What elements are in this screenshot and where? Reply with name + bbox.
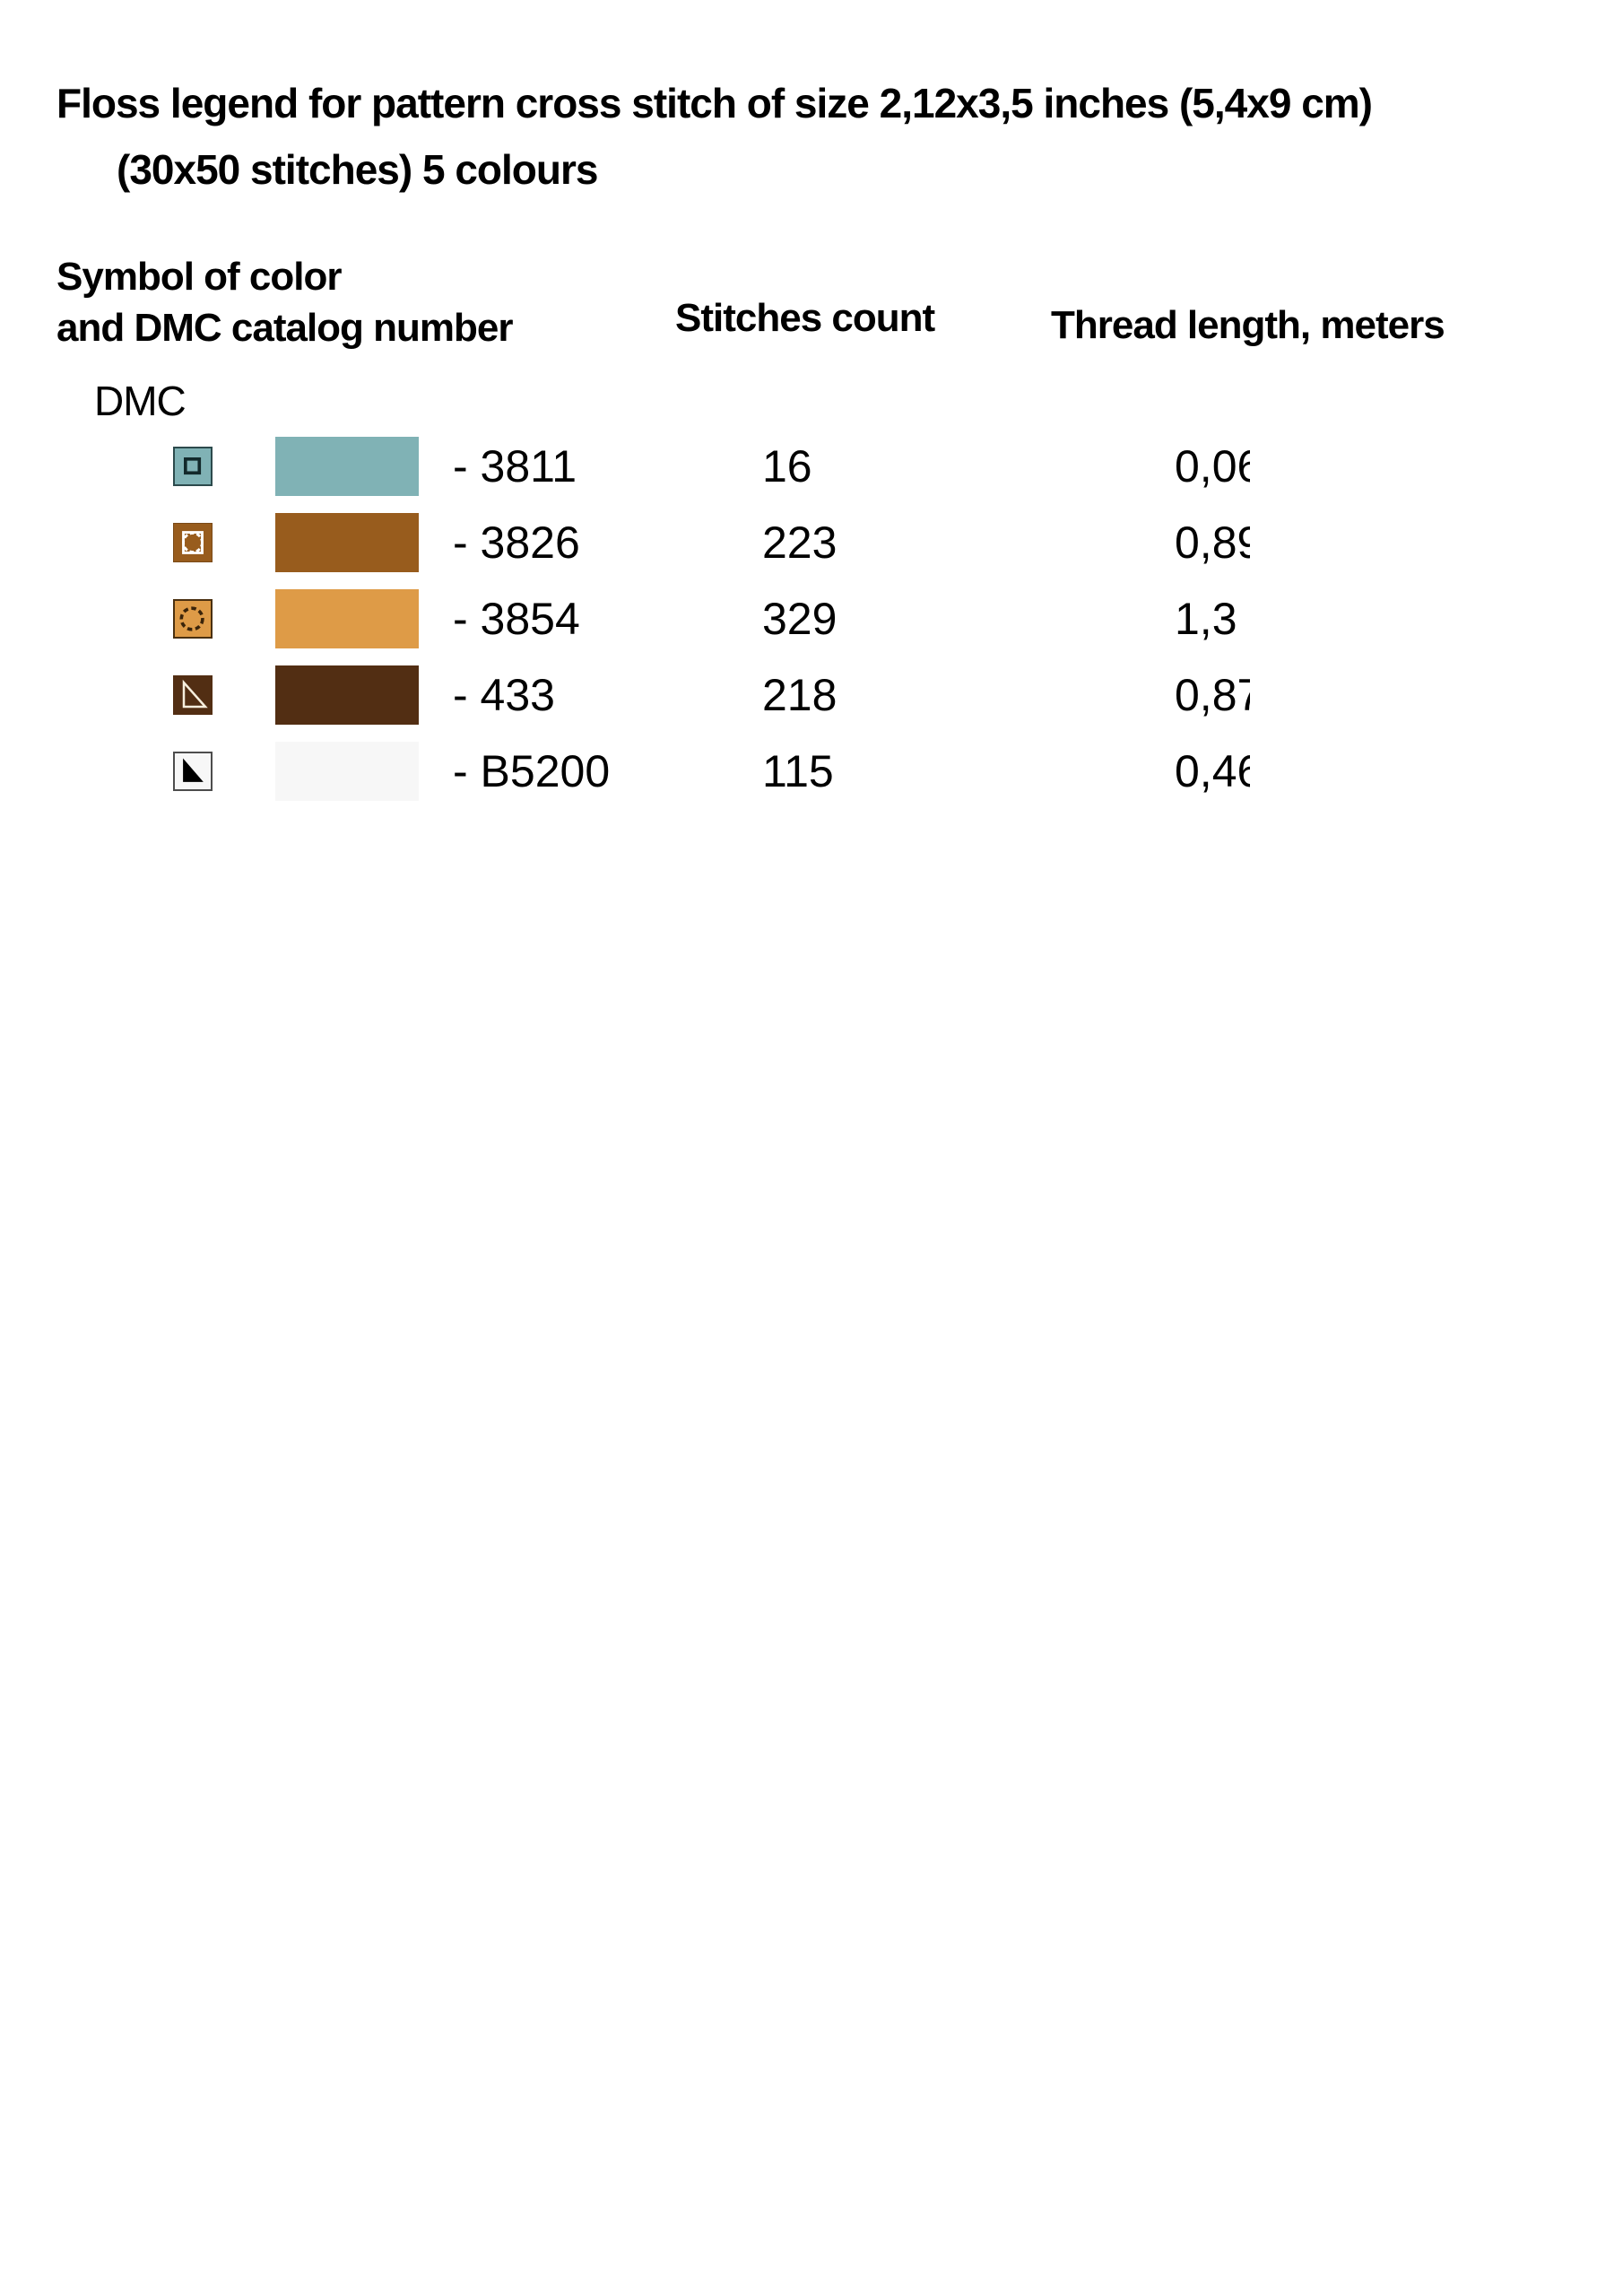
square-outline-icon [173, 447, 213, 486]
stitches-count: 218 [762, 670, 838, 720]
color-swatch [275, 589, 419, 648]
thread-length: 0,06 [1175, 441, 1250, 491]
legend-row: - 433 218 0,87 [0, 665, 1623, 725]
header-thread-length: Thread length, meters [1051, 303, 1445, 347]
thread-length: 0,87 [1175, 670, 1250, 720]
legend-row: - 3826 223 0,89 [0, 513, 1623, 572]
thread-length: 0,46 [1175, 746, 1250, 796]
dmc-code: - 3854 [453, 594, 580, 644]
legend-row: - 3811 16 0,06 [0, 437, 1623, 496]
stitches-count: 16 [762, 441, 812, 491]
stitches-count: 223 [762, 517, 838, 568]
header-stitches-count: Stitches count [675, 296, 935, 340]
dmc-code: - 433 [453, 670, 555, 720]
triangle-filled-icon [173, 752, 213, 791]
stitches-count: 329 [762, 594, 838, 644]
thread-length: 0,89 [1175, 517, 1250, 568]
color-swatch [275, 665, 419, 725]
header-symbol-line2: and DMC catalog number [56, 306, 513, 350]
color-swatch [275, 513, 419, 572]
legend-row: - 3854 329 1,3 [0, 589, 1623, 648]
dmc-code: - 3811 [453, 441, 577, 491]
header-symbol-column: Symbol of color and DMC catalog number [56, 251, 513, 353]
dmc-code: - 3826 [453, 517, 580, 568]
thread-length: 1,3 [1175, 594, 1237, 644]
color-swatch [275, 742, 419, 801]
dmc-brand-label: DMC [94, 378, 187, 424]
dmc-code: - B5200 [453, 746, 611, 796]
header-symbol-line1: Symbol of color [56, 255, 342, 299]
page-title: Floss legend for pattern cross stitch of… [56, 80, 1373, 126]
page-subtitle: (30x50 stitches) 5 colours [117, 146, 598, 193]
legend-row: - B5200 115 0,46 [0, 742, 1623, 801]
color-swatch [275, 437, 419, 496]
triangle-outline-icon [173, 675, 213, 715]
stitches-count: 115 [762, 746, 834, 796]
dashed-circle-in-square-icon [173, 523, 213, 562]
dashed-circle-icon [173, 599, 213, 639]
